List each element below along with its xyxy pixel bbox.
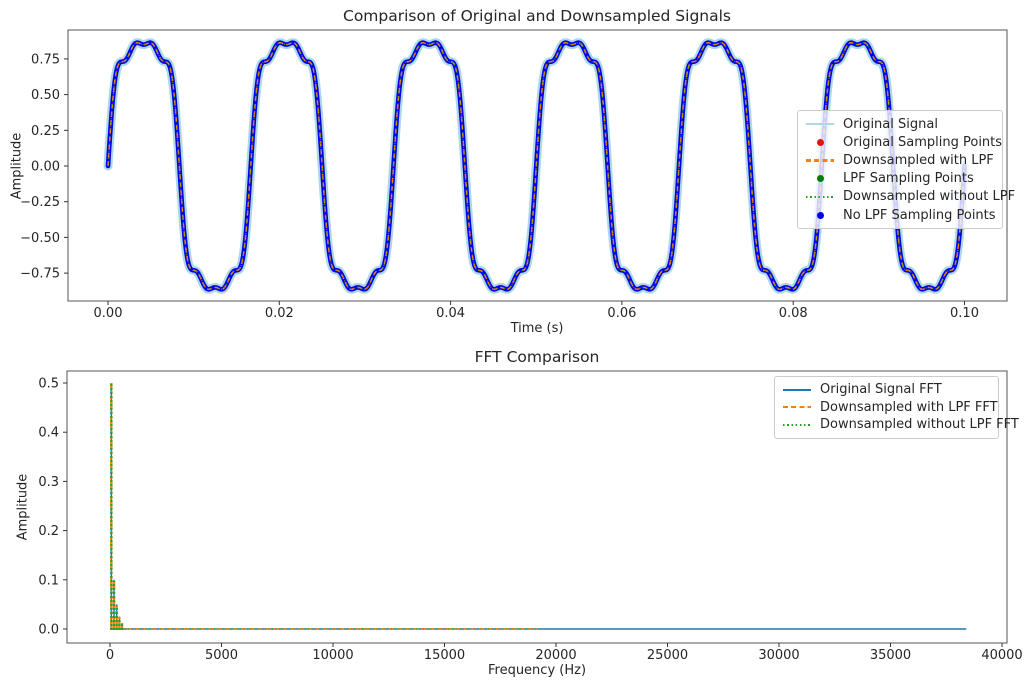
legend-entry: No LPF Sampling Points bbox=[806, 206, 996, 224]
svg-text:25000: 25000 bbox=[647, 648, 688, 663]
legend-entry: Downsampled without LPF FFT bbox=[783, 416, 1019, 434]
svg-text:0.75: 0.75 bbox=[31, 52, 60, 67]
svg-text:20000: 20000 bbox=[535, 648, 576, 663]
svg-text:0.00: 0.00 bbox=[31, 160, 60, 175]
original-signal-line-icon bbox=[806, 122, 834, 126]
svg-text:0.0: 0.0 bbox=[38, 623, 59, 638]
legend-label: Original Signal bbox=[843, 116, 938, 132]
svg-text:−0.75: −0.75 bbox=[20, 267, 60, 282]
top-plot-ylabel: Amplitude bbox=[9, 132, 25, 200]
svg-text:10000: 10000 bbox=[312, 648, 353, 663]
legend-entry: Downsampled with LPF FFT bbox=[783, 399, 998, 417]
top-plot-xlabel: Time (s) bbox=[510, 321, 564, 336]
legend-label: Original Sampling Points bbox=[843, 134, 1003, 150]
svg-text:15000: 15000 bbox=[424, 648, 465, 663]
legend-label: Downsampled with LPF bbox=[843, 152, 994, 168]
top-plot-title: Comparison of Original and Downsampled S… bbox=[343, 7, 731, 25]
green-dot-marker-icon bbox=[806, 175, 834, 183]
svg-text:0.08: 0.08 bbox=[779, 306, 808, 321]
legend-entry: Original Signal FFT bbox=[783, 381, 990, 399]
legend-label: No LPF Sampling Points bbox=[843, 207, 996, 223]
top-plot-legend: Original Signal Original Sampling Points… bbox=[797, 110, 1015, 230]
svg-text:0: 0 bbox=[106, 648, 114, 663]
legend-label: Downsampled without LPF FFT bbox=[820, 417, 1019, 433]
svg-text:0.25: 0.25 bbox=[31, 124, 60, 139]
svg-text:0.5: 0.5 bbox=[38, 377, 59, 392]
fft-plot-title: FFT Comparison bbox=[474, 348, 600, 366]
svg-text:40000: 40000 bbox=[981, 648, 1022, 663]
orange-dashed-line-icon bbox=[806, 159, 834, 162]
svg-text:0.02: 0.02 bbox=[265, 306, 294, 321]
legend-entry: LPF Sampling Points bbox=[806, 170, 994, 188]
legend-entry: Original Sampling Points bbox=[806, 133, 1002, 151]
svg-text:0.2: 0.2 bbox=[38, 524, 59, 539]
svg-text:0.4: 0.4 bbox=[38, 426, 59, 441]
svg-text:0.00: 0.00 bbox=[94, 306, 123, 321]
svg-text:0.06: 0.06 bbox=[607, 306, 636, 321]
legend-label: Downsampled without LPF bbox=[843, 189, 1016, 205]
fft-plot-ylabel: Amplitude bbox=[15, 473, 31, 541]
svg-text:−0.50: −0.50 bbox=[20, 231, 60, 246]
orange-dashed-line-icon bbox=[783, 406, 811, 409]
blue-line-icon bbox=[783, 388, 811, 391]
legend-label: LPF Sampling Points bbox=[843, 171, 974, 187]
svg-text:−0.25: −0.25 bbox=[20, 195, 60, 210]
fft-plot-legend: Original Signal FFT Downsampled with LPF… bbox=[774, 376, 1019, 439]
legend-entry: Downsampled without LPF bbox=[806, 188, 1015, 206]
svg-text:0.04: 0.04 bbox=[436, 306, 465, 321]
legend-label: Downsampled with LPF FFT bbox=[820, 399, 998, 415]
legend-entry: Original Signal bbox=[806, 115, 994, 133]
blue-dot-marker-icon bbox=[806, 211, 834, 219]
legend-entry: Downsampled with LPF bbox=[806, 151, 994, 169]
green-dotted-line-icon bbox=[783, 423, 811, 426]
svg-text:0.3: 0.3 bbox=[38, 475, 59, 490]
svg-text:35000: 35000 bbox=[870, 648, 911, 663]
svg-text:0.50: 0.50 bbox=[31, 88, 60, 103]
green-dotted-line-icon bbox=[806, 195, 834, 198]
svg-text:0.1: 0.1 bbox=[38, 573, 59, 588]
svg-text:5000: 5000 bbox=[205, 648, 238, 663]
svg-text:0.10: 0.10 bbox=[950, 306, 979, 321]
svg-text:30000: 30000 bbox=[758, 648, 799, 663]
fft-plot-xlabel: Frequency (Hz) bbox=[487, 663, 587, 678]
red-dot-marker-icon bbox=[806, 138, 834, 146]
legend-label: Original Signal FFT bbox=[820, 382, 942, 398]
